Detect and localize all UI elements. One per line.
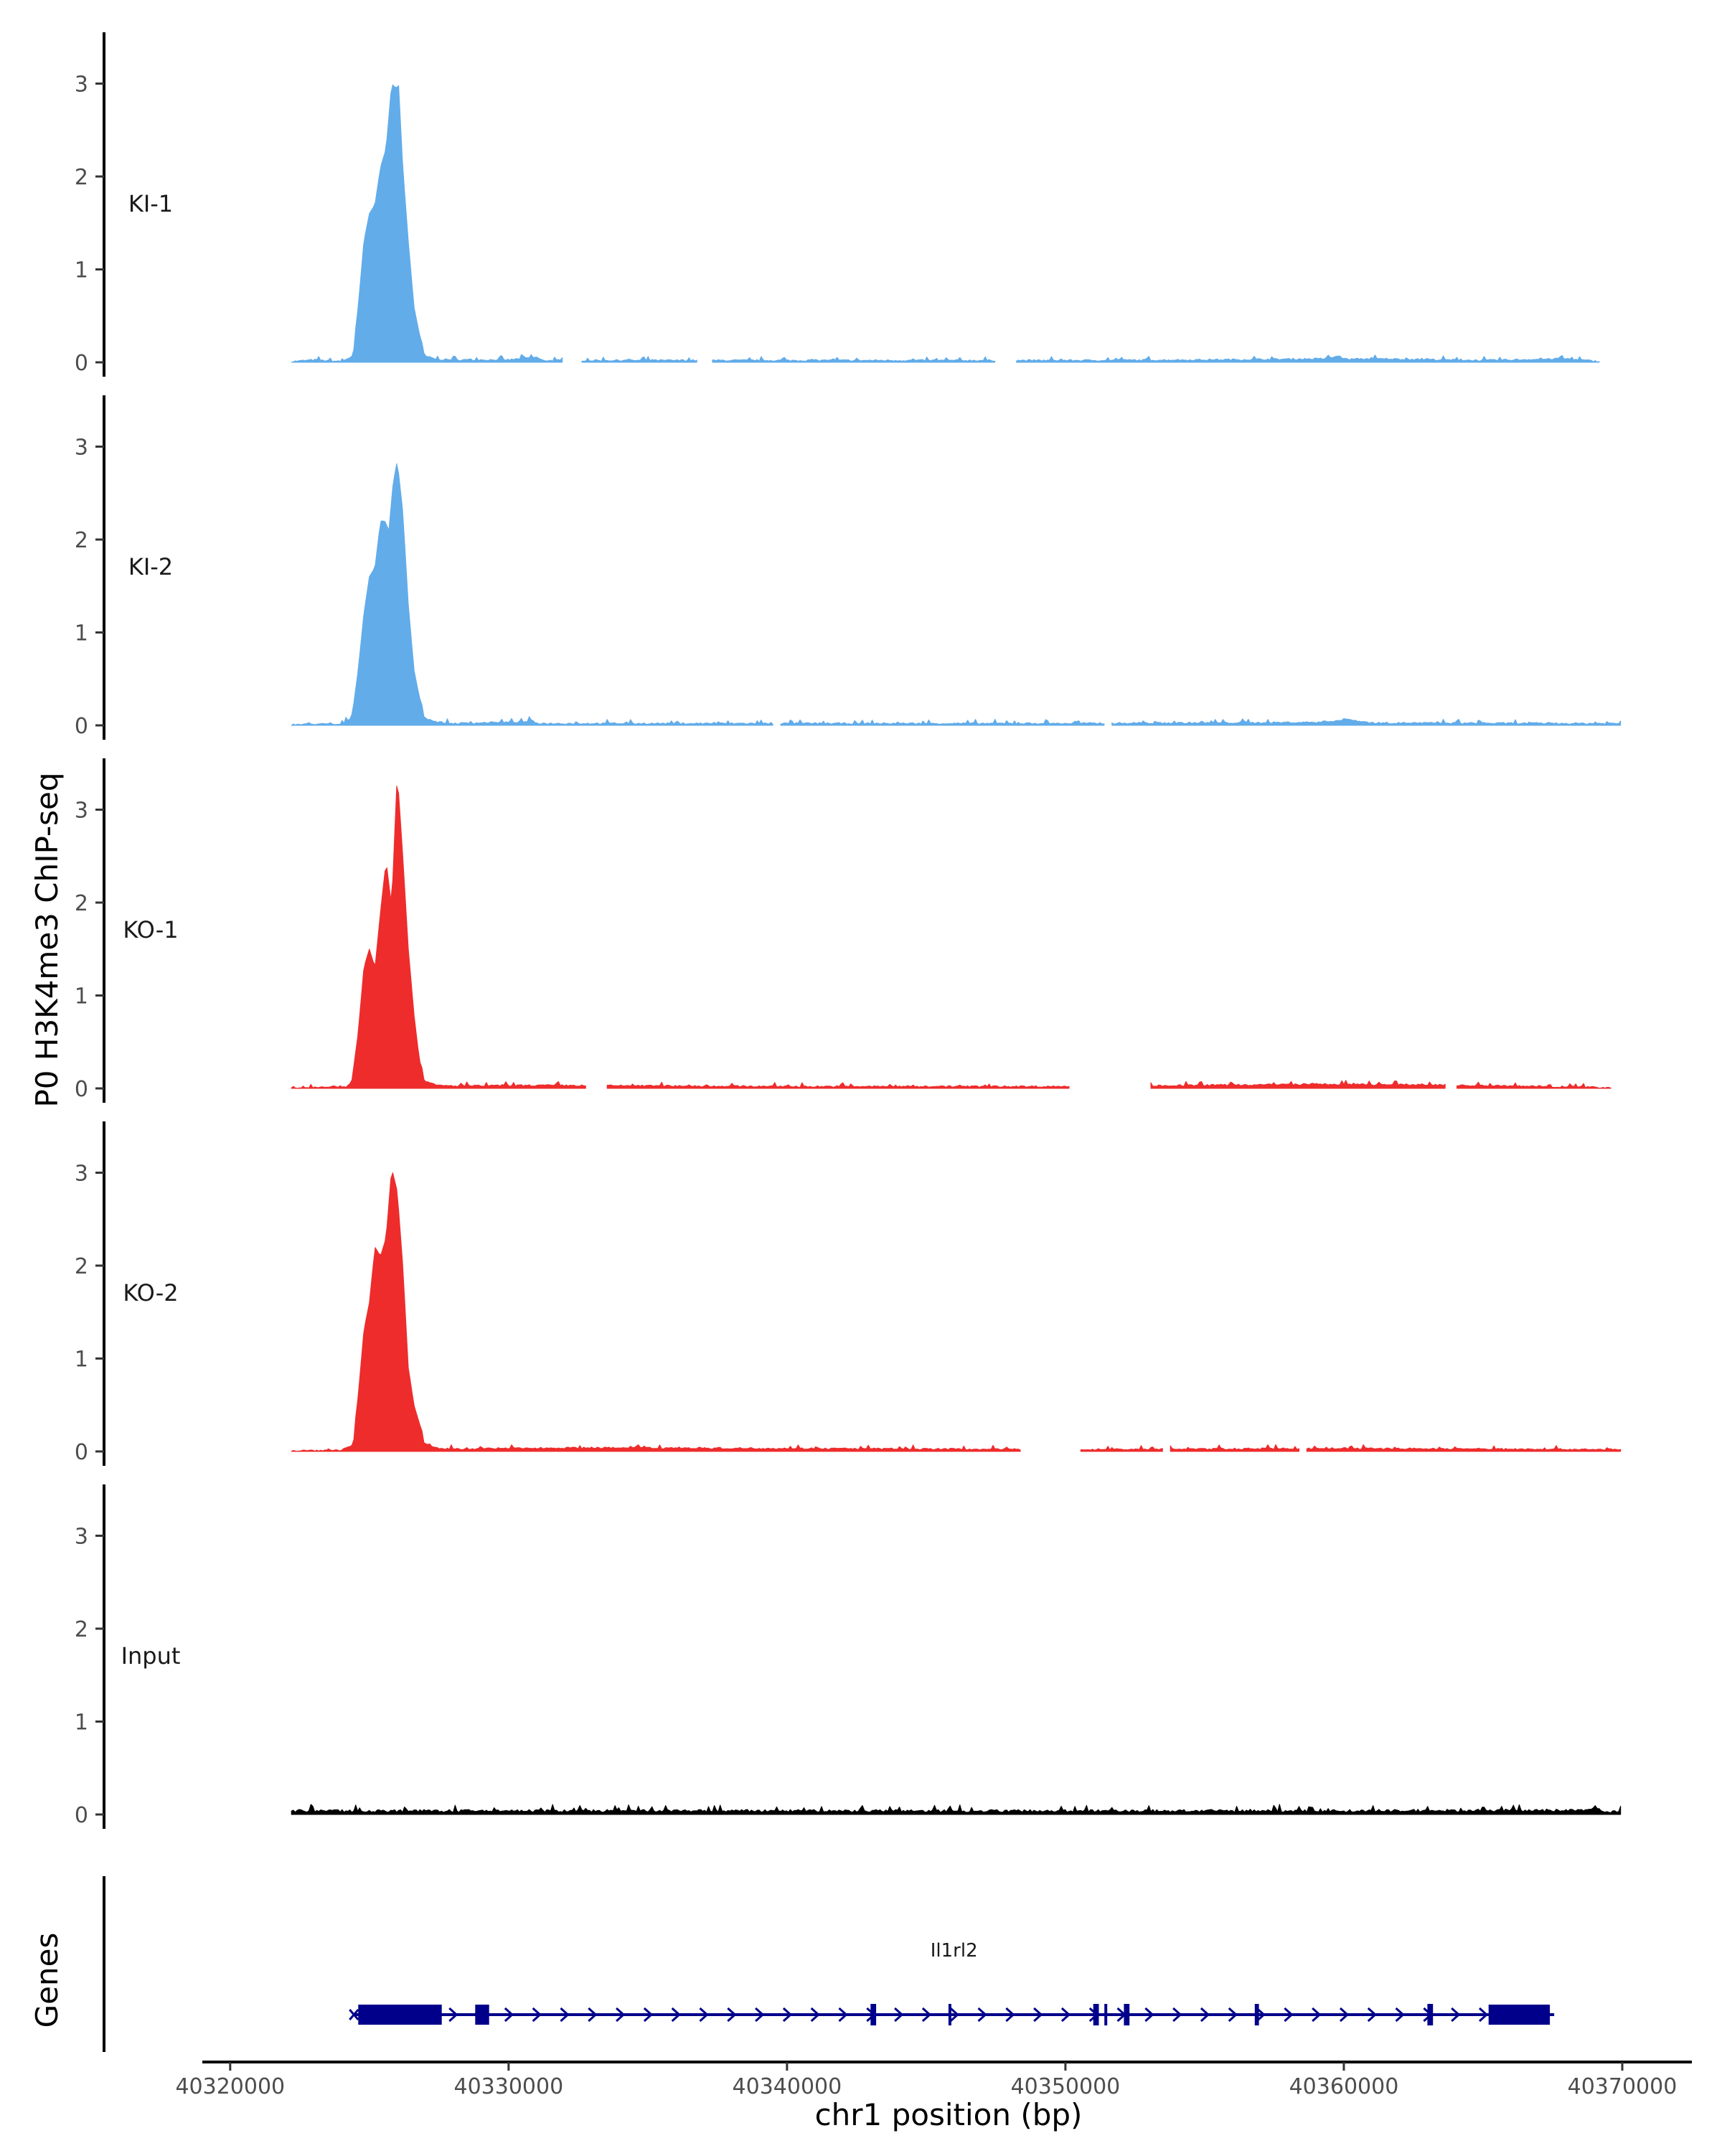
track-panel-ki-1: 0 1 2 3 KI-1: [75, 32, 1600, 377]
strand-arrow: [810, 2007, 820, 2023]
gene-track-label: Genes: [29, 1933, 65, 2028]
x-tick-label: 40340000: [733, 2074, 842, 2099]
strand-arrow: [977, 2007, 987, 2023]
y-tick-label: 2: [75, 891, 88, 916]
strand-arrow: [866, 2007, 876, 2023]
y-tick-label: 2: [75, 165, 88, 190]
x-axis: 40320000 40330000 40340000 40350000 40360000…: [175, 2061, 1692, 2099]
strand-arrow: [699, 2007, 709, 2023]
track-panel-ki-2: 0 1 2 3 KI-2: [75, 395, 1622, 740]
strand-arrow: [1200, 2007, 1210, 2023]
strand-arrow: [671, 2007, 681, 2023]
signal-area-ko-2: [291, 1172, 1622, 1452]
strand-arrow: [476, 2007, 486, 2023]
strand-arrow: [755, 2007, 765, 2023]
x-tick-label: 40370000: [1568, 2074, 1678, 2099]
gene-track: Il1rl2: [103, 1876, 1555, 2052]
y-tick-label: 1: [75, 1710, 88, 1736]
y-tick-label: 2: [75, 528, 88, 553]
signal-area-input: [291, 1804, 1622, 1815]
strand-arrow: [727, 2007, 737, 2023]
track-label: Input: [121, 1642, 181, 1670]
strand-arrow: [643, 2007, 654, 2023]
strand-arrow: [448, 2007, 458, 2023]
track-panel-ko-2: 0 1 2 3 KO-2: [75, 1121, 1622, 1466]
strand-arrow: [560, 2007, 570, 2023]
strand-arrow: [1144, 2007, 1154, 2023]
strand-arrow: [1367, 2007, 1378, 2023]
gene-exon: [1254, 2004, 1259, 2025]
x-tick-label: 40320000: [175, 2074, 285, 2099]
gene-exon: [1124, 2004, 1130, 2025]
strand-arrow: [616, 2007, 626, 2023]
x-tick-label: 40350000: [1011, 2074, 1121, 2099]
y-tick-label: 2: [75, 1254, 88, 1279]
strand-arrow: [1116, 2007, 1126, 2023]
strand-arrow: [1033, 2007, 1043, 2023]
strand-arrow: [532, 2007, 542, 2023]
strand-arrow: [921, 2007, 932, 2023]
gene-exon: [358, 2005, 442, 2025]
strand-arrow: [1005, 2007, 1015, 2023]
track-panel-input: 0 1 2 3 Input: [75, 1484, 1622, 1829]
gene-start-marker: [349, 2009, 359, 2020]
strand-arrow: [838, 2007, 848, 2023]
y-axis-title: P0 H3K4me3 ChIP-seq: [29, 772, 65, 1107]
x-tick-label: 40330000: [453, 2074, 563, 2099]
track-label: KO-1: [123, 916, 178, 943]
strand-arrow: [1088, 2007, 1098, 2023]
y-tick-label: 3: [75, 72, 88, 98]
y-tick-label: 2: [75, 1617, 88, 1642]
strand-arrow: [1256, 2007, 1266, 2023]
gene-exon: [475, 2005, 489, 2025]
y-tick-label: 0: [75, 351, 88, 376]
y-tick-label: 0: [75, 1077, 88, 1102]
y-tick-label: 0: [75, 1440, 88, 1465]
gene-exon: [1488, 2005, 1551, 2025]
signal-area-ki-1: [291, 84, 1600, 363]
strand-arrow: [1172, 2007, 1182, 2023]
gene-exon: [1104, 2004, 1108, 2025]
strand-arrow: [1478, 2007, 1489, 2023]
strand-arrow: [1339, 2007, 1350, 2023]
strand-arrow: [588, 2007, 598, 2023]
x-tick-label: 40360000: [1289, 2074, 1399, 2099]
track-panel-ko-1: 0 1 2 3 KO-1: [75, 758, 1612, 1103]
tracks-layer: 0 1 2 3 KI-1 0 1 2 3 KI-2 0 1 2 3 KO-1 0 1 2 3 KO-2 0 1 2 3 Inpu…: [75, 32, 1622, 1829]
y-tick-label: 0: [75, 714, 88, 739]
strand-arrow: [1312, 2007, 1322, 2023]
track-label: KO-2: [123, 1279, 178, 1307]
strand-arrow: [1395, 2007, 1405, 2023]
track-label: KI-1: [128, 190, 173, 217]
y-tick-label: 1: [75, 984, 88, 1009]
gene-name-label: Il1rl2: [931, 1940, 978, 1962]
track-label: KI-2: [128, 553, 173, 580]
x-axis-title: chr1 position (bp): [815, 2097, 1083, 2132]
strand-arrow: [782, 2007, 793, 2023]
strand-arrow: [894, 2007, 904, 2023]
strand-arrow: [1423, 2007, 1433, 2023]
strand-arrow: [1284, 2007, 1294, 2023]
strand-arrow: [1451, 2007, 1461, 2023]
y-tick-label: 1: [75, 1347, 88, 1373]
strand-arrow: [1228, 2007, 1238, 2023]
y-tick-label: 0: [75, 1803, 88, 1828]
y-tick-label: 1: [75, 258, 88, 283]
signal-area-ko-1: [291, 786, 1612, 1089]
strand-arrow: [949, 2007, 959, 2023]
gene-exon: [948, 2004, 951, 2025]
y-tick-label: 3: [75, 1162, 88, 1187]
y-tick-label: 3: [75, 1525, 88, 1550]
signal-area-ki-2: [291, 463, 1622, 726]
y-tick-label: 1: [75, 621, 88, 646]
y-tick-label: 3: [75, 436, 88, 461]
y-tick-label: 3: [75, 799, 88, 824]
strand-arrow: [504, 2007, 514, 2023]
strand-arrow: [1060, 2007, 1071, 2023]
